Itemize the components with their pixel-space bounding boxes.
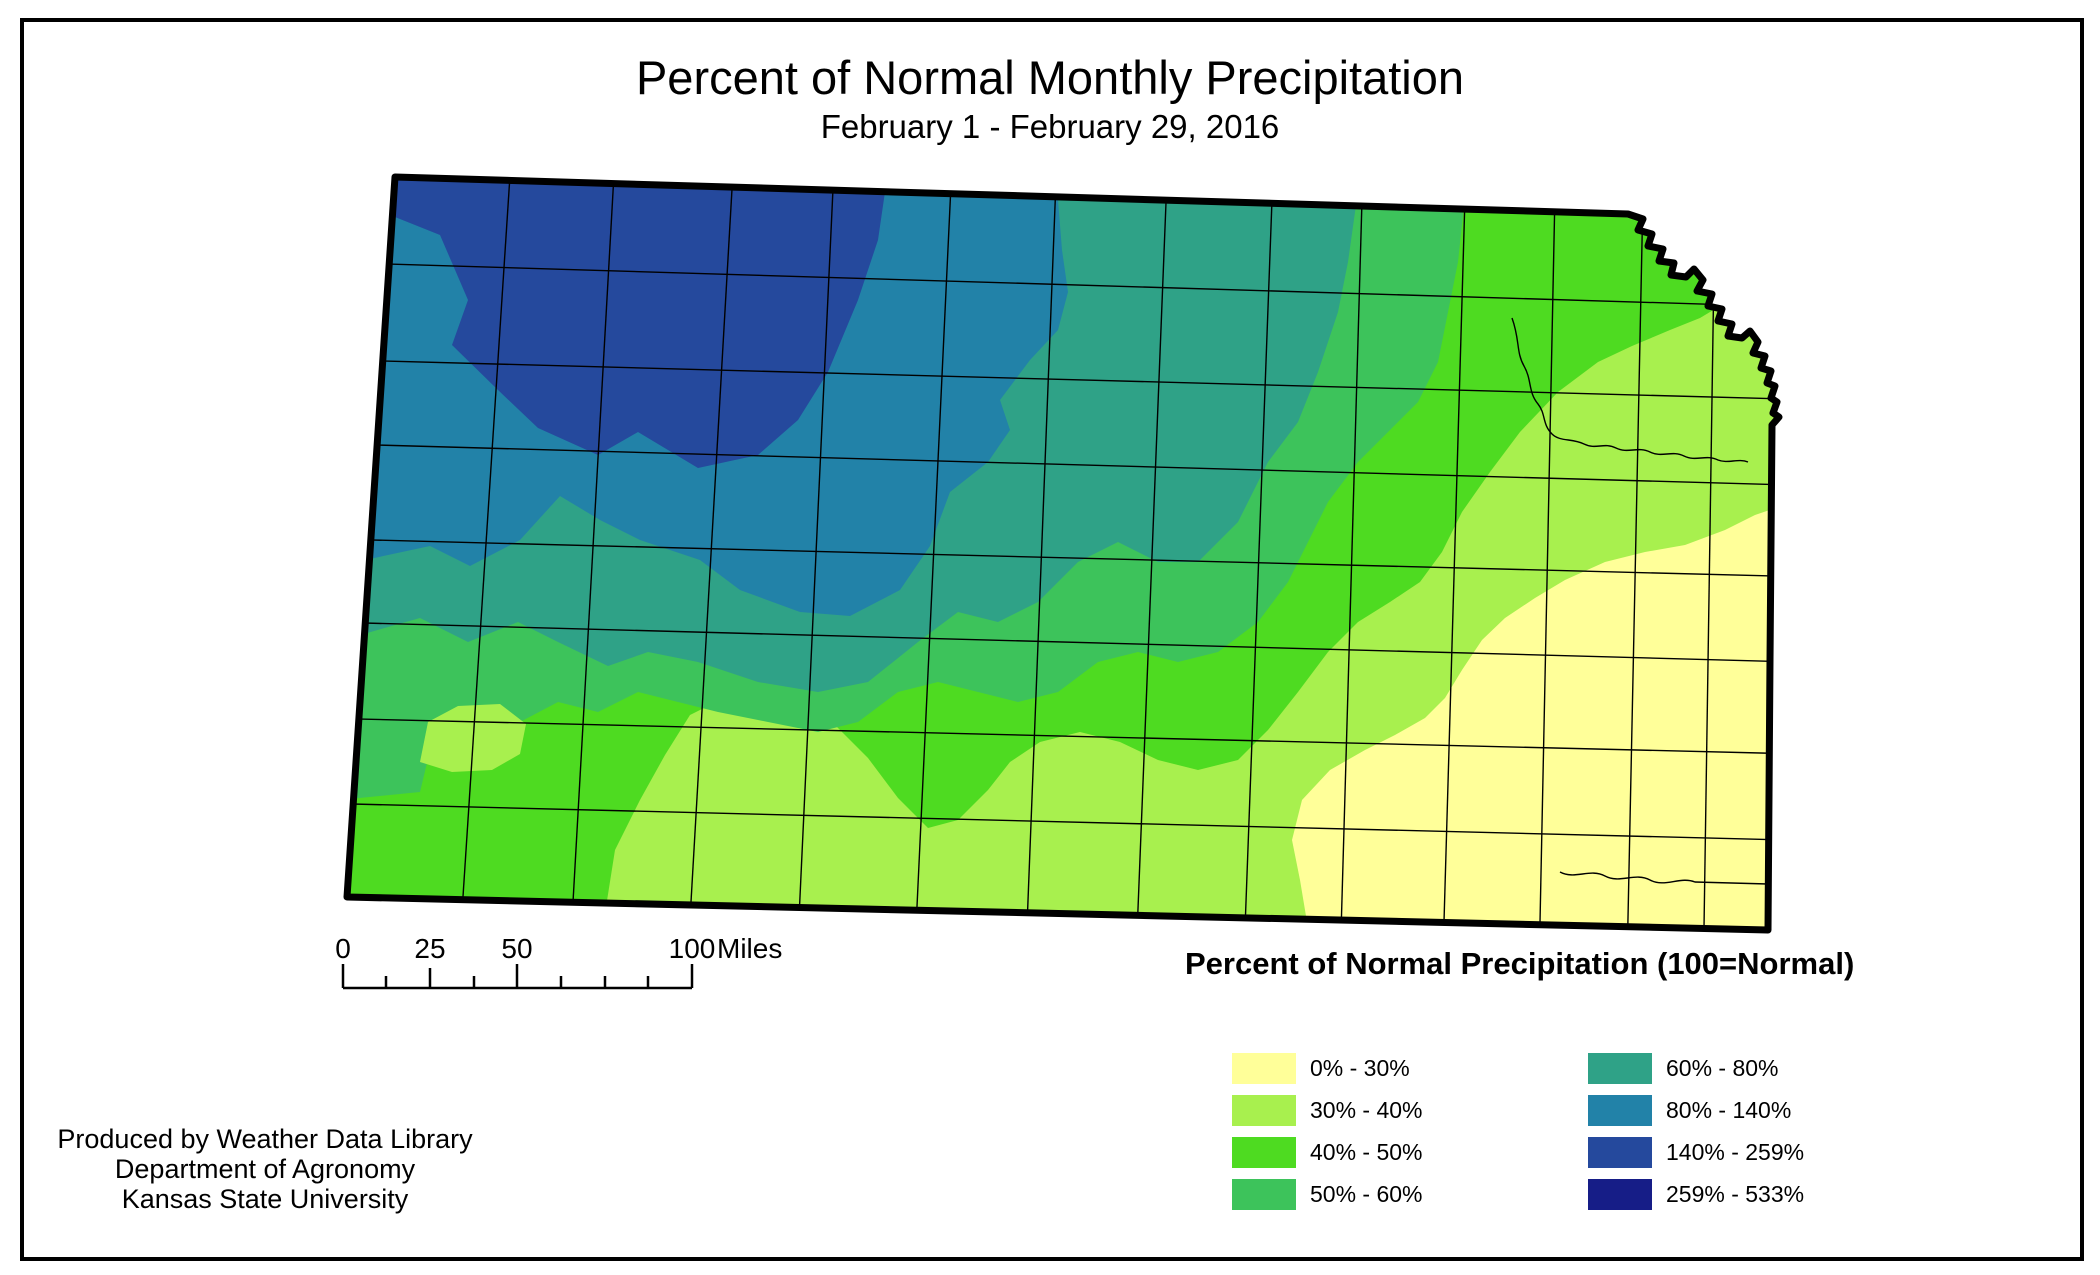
legend-item: 80% - 140% [1588, 1095, 1804, 1126]
county-boundary-line [1538, 198, 1556, 930]
county-boundary-line [361, 262, 1779, 308]
legend-swatch-140-259 [1588, 1137, 1652, 1168]
county-boundary-line [347, 621, 1779, 663]
legend-swatch-30-40 [1232, 1095, 1296, 1126]
county-boundary-line [355, 359, 1779, 401]
credits-line-1: Produced by Weather Data Library [57, 1124, 473, 1154]
page-border-frame [20, 18, 2084, 1261]
legend-item: 140% - 259% [1588, 1137, 1804, 1168]
county-boundary-line [1703, 202, 1716, 930]
state-border [343, 173, 1783, 934]
scale-label-100: 100 [669, 933, 716, 964]
county-boundary-line [347, 802, 1779, 842]
legend-column-left: 0% - 30% 30% - 40% 40% - 50% 50% - 60% [1232, 1053, 1423, 1221]
scale-label-50: 50 [501, 933, 532, 964]
scale-label-0: 0 [335, 933, 351, 964]
legend-title: Percent of Normal Precipitation (100=Nor… [1185, 946, 1855, 981]
river-county-boundary [1511, 317, 1749, 463]
county-boundary-line [347, 538, 1779, 578]
legend-swatch-259-533 [1588, 1179, 1652, 1210]
scale-bar-labels: 0 25 50 100 Miles [335, 933, 782, 964]
scale-label-25: 25 [414, 933, 445, 964]
legend-item: 0% - 30% [1232, 1053, 1423, 1084]
legend-label-30-40: 30% - 40% [1310, 1097, 1423, 1123]
legend-label-259-533: 259% - 533% [1666, 1181, 1805, 1207]
county-boundary-line [689, 177, 734, 920]
county-boundary-line [347, 717, 1779, 755]
legend-swatch-0-30 [1232, 1053, 1296, 1084]
county-boundaries [347, 177, 1779, 930]
scale-bar [341, 964, 694, 990]
legend-item: 60% - 80% [1588, 1053, 1804, 1084]
legend-label-40-50: 40% - 50% [1310, 1139, 1423, 1165]
legend-label-0-30: 0% - 30% [1310, 1055, 1410, 1081]
legend-swatch-60-80 [1588, 1053, 1652, 1084]
page-subtitle: February 1 - February 29, 2016 [820, 108, 1280, 145]
county-boundary-line [571, 177, 615, 917]
county-boundary-line [461, 177, 512, 915]
county-boundary-line [1340, 192, 1363, 930]
page-title: Percent of Normal Monthly Precipitation [635, 51, 1465, 104]
legend-item: 50% - 60% [1232, 1179, 1423, 1210]
legend-item: 40% - 50% [1232, 1137, 1423, 1168]
legend-label-60-80: 60% - 80% [1666, 1055, 1779, 1081]
county-boundary-line [1626, 200, 1644, 930]
legend-item: 259% - 533% [1588, 1179, 1804, 1210]
credits-block: Produced by Weather Data Library Departm… [28, 1124, 502, 1214]
legend-swatch-40-50 [1232, 1137, 1296, 1168]
legend-label-50-60: 50% - 60% [1310, 1181, 1423, 1207]
river-county-boundary-south [1559, 871, 1769, 885]
scale-unit-label: Miles [717, 933, 782, 964]
county-boundary-line [1136, 185, 1168, 930]
legend-column-right: 60% - 80% 80% - 140% 140% - 259% 259% - … [1588, 1053, 1804, 1221]
county-boundary-line [798, 177, 835, 922]
legend-item: 30% - 40% [1232, 1095, 1423, 1126]
county-boundary-line [1442, 195, 1466, 930]
credits-line-2: Department of Agronomy [114, 1154, 416, 1184]
county-boundary-line [349, 443, 1779, 487]
precipitation-bands [347, 177, 1779, 930]
legend-label-140-259: 140% - 259% [1666, 1139, 1805, 1165]
county-boundary-line [915, 179, 952, 925]
credits-line-3: Kansas State University [121, 1184, 409, 1214]
county-boundary-line [1244, 189, 1274, 930]
county-boundary-line [1026, 182, 1057, 928]
legend-swatch-80-140 [1588, 1095, 1652, 1126]
legend-label-80-140: 80% - 140% [1666, 1097, 1792, 1123]
legend-swatch-50-60 [1232, 1179, 1296, 1210]
